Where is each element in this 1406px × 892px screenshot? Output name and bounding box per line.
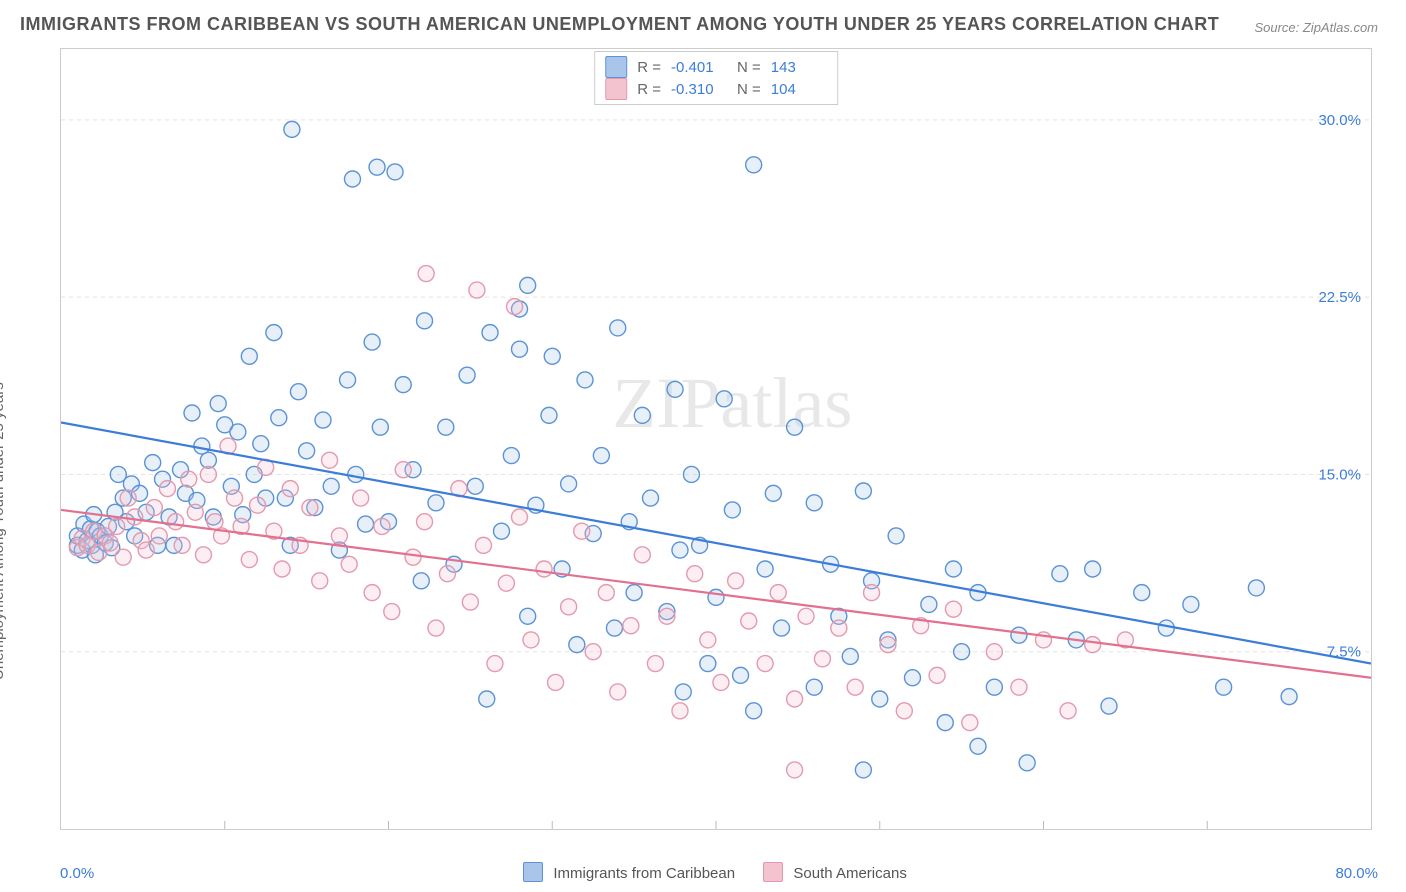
source-attribution: Source: ZipAtlas.com (1254, 20, 1378, 35)
legend-swatch-blue (523, 862, 543, 882)
correlation-legend: R = -0.401 N = 143 R = -0.310 N = 104 (594, 51, 838, 105)
r-label: R = (637, 81, 661, 98)
legend-row-series2: R = -0.310 N = 104 (605, 78, 827, 100)
chart-title: IMMIGRANTS FROM CARIBBEAN VS SOUTH AMERI… (20, 14, 1219, 35)
legend-swatch-blue (605, 56, 627, 78)
svg-text:30.0%: 30.0% (1318, 112, 1361, 129)
svg-text:ZIPatlas: ZIPatlas (612, 363, 852, 443)
n-label: N = (737, 81, 761, 98)
legend-swatch-pink (763, 862, 783, 882)
legend-label: South Americans (793, 865, 906, 882)
r-label: R = (637, 59, 661, 76)
bottom-legend: Immigrants from Caribbean South American… (0, 862, 1406, 882)
n-value: 143 (771, 59, 827, 76)
scatter-plot: 7.5%15.0%22.5%30.0%ZIPatlas R = -0.401 N… (60, 48, 1372, 830)
svg-text:15.0%: 15.0% (1318, 466, 1361, 483)
n-label: N = (737, 59, 761, 76)
y-axis-label: Unemployment Among Youth under 25 years (0, 382, 7, 680)
plot-canvas: 7.5%15.0%22.5%30.0%ZIPatlas (61, 49, 1371, 829)
legend-swatch-pink (605, 78, 627, 100)
legend-label: Immigrants from Caribbean (553, 865, 735, 882)
r-value: -0.310 (671, 81, 727, 98)
legend-row-series1: R = -0.401 N = 143 (605, 56, 827, 78)
r-value: -0.401 (671, 59, 727, 76)
svg-text:22.5%: 22.5% (1318, 289, 1361, 306)
n-value: 104 (771, 81, 827, 98)
